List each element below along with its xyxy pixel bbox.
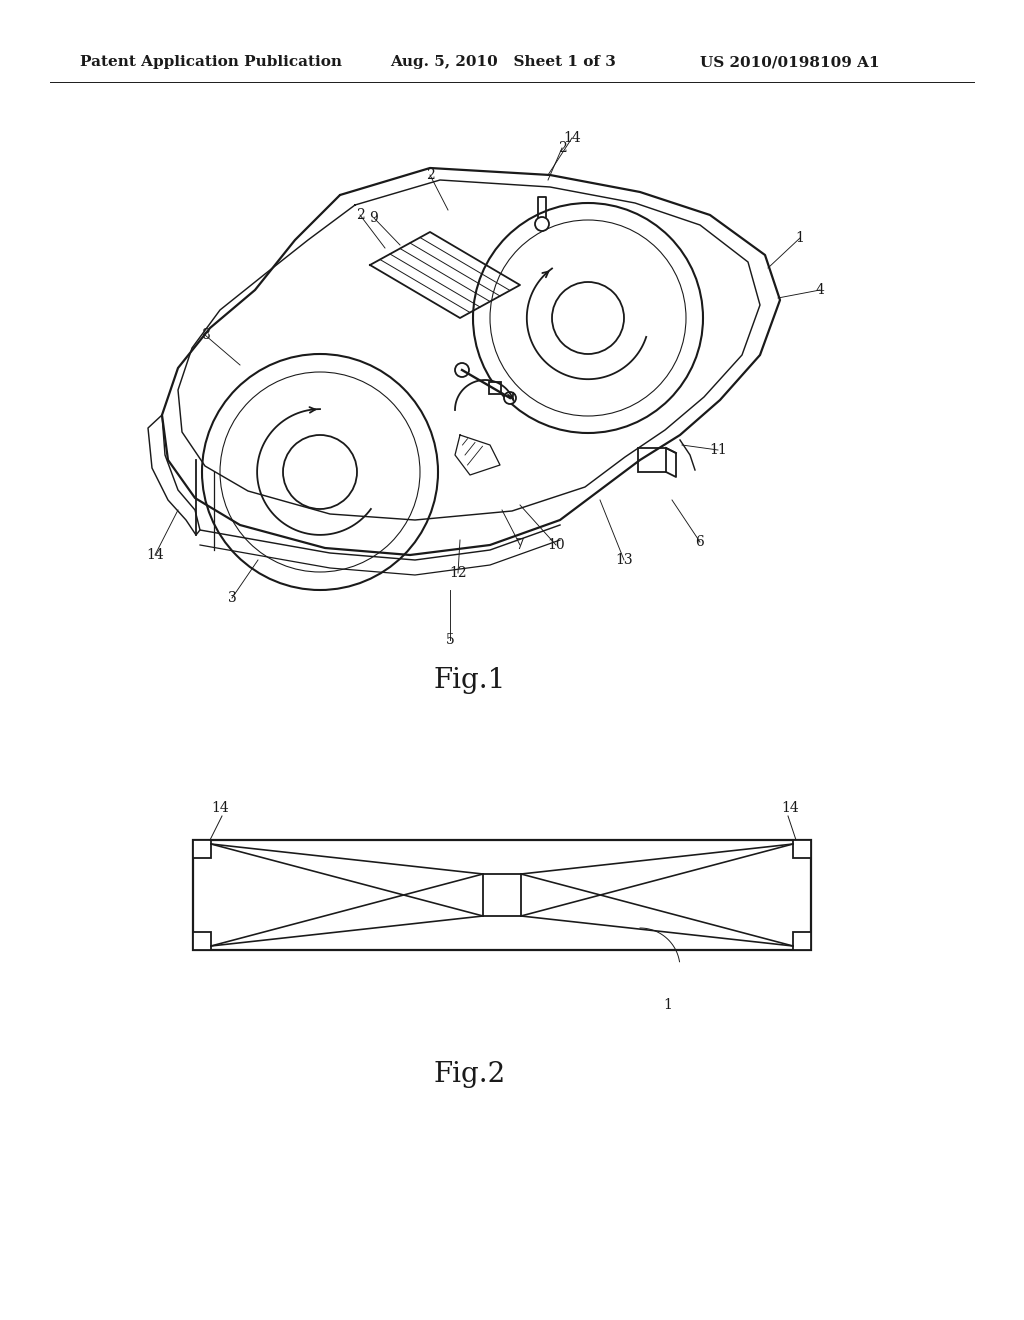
Text: Patent Application Publication: Patent Application Publication bbox=[80, 55, 342, 69]
Text: 1: 1 bbox=[796, 231, 805, 246]
Bar bbox=[483, 874, 521, 916]
Bar bbox=[193, 840, 211, 858]
Text: US 2010/0198109 A1: US 2010/0198109 A1 bbox=[700, 55, 880, 69]
Text: 1: 1 bbox=[664, 998, 673, 1012]
Text: 14: 14 bbox=[146, 548, 164, 562]
Text: Aug. 5, 2010   Sheet 1 of 3: Aug. 5, 2010 Sheet 1 of 3 bbox=[390, 55, 615, 69]
Text: 9: 9 bbox=[370, 211, 379, 224]
Bar bbox=[489, 381, 501, 393]
Bar bbox=[793, 840, 811, 858]
Bar bbox=[638, 447, 666, 473]
Bar bbox=[193, 840, 811, 950]
Bar bbox=[193, 932, 211, 950]
Text: 10: 10 bbox=[547, 539, 565, 552]
Text: 14: 14 bbox=[563, 131, 581, 145]
Text: 2: 2 bbox=[355, 209, 365, 222]
Text: 2: 2 bbox=[426, 168, 434, 182]
Text: 6: 6 bbox=[695, 535, 705, 549]
Text: Fig.2: Fig.2 bbox=[434, 1061, 506, 1089]
Circle shape bbox=[455, 363, 469, 378]
Text: 3: 3 bbox=[227, 591, 237, 605]
Text: 7: 7 bbox=[515, 539, 524, 552]
Text: 12: 12 bbox=[450, 566, 467, 579]
Text: 5: 5 bbox=[445, 634, 455, 647]
Text: 8: 8 bbox=[201, 327, 209, 342]
Text: 11: 11 bbox=[710, 444, 727, 457]
Text: 13: 13 bbox=[615, 553, 633, 568]
Text: 14: 14 bbox=[211, 801, 229, 814]
Text: 2: 2 bbox=[558, 141, 566, 154]
Circle shape bbox=[504, 392, 516, 404]
Text: Fig.1: Fig.1 bbox=[434, 667, 506, 693]
Bar bbox=[793, 932, 811, 950]
Text: 4: 4 bbox=[815, 282, 824, 297]
Circle shape bbox=[535, 216, 549, 231]
Text: 14: 14 bbox=[781, 801, 799, 814]
